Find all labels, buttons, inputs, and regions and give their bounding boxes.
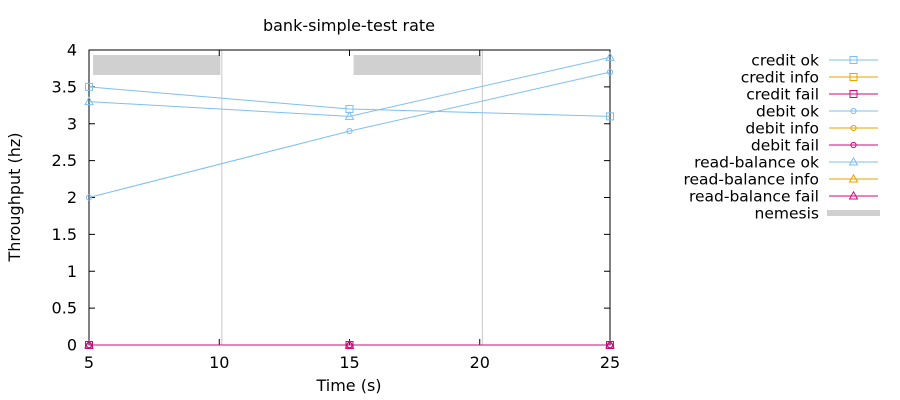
series-read-balance-ok — [84, 52, 615, 120]
x-tick-label: 10 — [209, 353, 229, 372]
series-line — [88, 86, 611, 117]
legend-label: read-balance info — [683, 171, 819, 189]
legend-marker — [849, 56, 858, 64]
data-point — [344, 339, 355, 349]
legend-marker — [850, 107, 857, 115]
legend-marker — [850, 124, 857, 132]
y-tick-label: 1.5 — [52, 225, 77, 244]
data-point — [84, 339, 94, 349]
legend-item: credit info — [741, 69, 878, 87]
legend-label: debit fail — [751, 137, 819, 155]
chart-title: bank-simple-test rate — [263, 16, 435, 35]
legend-marker — [848, 156, 859, 166]
data-point — [606, 69, 614, 76]
y-tick-label: 0.5 — [52, 299, 77, 318]
nemesis-interval-2 — [353, 55, 481, 75]
data-point — [606, 112, 614, 121]
legend-item: nemesis — [755, 205, 880, 223]
nemesis-lines — [221, 50, 483, 345]
x-axis-title: Time (s) — [315, 376, 381, 395]
series-line — [88, 56, 611, 117]
legend-label: read-balance fail — [689, 188, 819, 206]
y-tick-label: 2 — [67, 188, 77, 207]
series-read-balance-fail — [84, 339, 615, 349]
x-tick-label: 25 — [600, 353, 620, 372]
legend-marker — [850, 141, 857, 149]
data-point — [344, 111, 355, 120]
y-tick-label: 1 — [67, 262, 77, 281]
legend-item: read-balance fail — [689, 188, 878, 206]
y-axis-title: Throughput (hz) — [5, 132, 24, 262]
series-debit-ok — [85, 69, 614, 201]
data-point — [605, 52, 615, 61]
legend-swatch — [827, 210, 880, 216]
nemesis-layer — [93, 55, 481, 75]
legend-marker — [849, 73, 858, 81]
legend-marker — [849, 90, 858, 98]
y-tick-label: 0 — [67, 336, 77, 355]
data-point — [85, 82, 93, 91]
legend-label: debit ok — [756, 103, 819, 121]
nemesis-interval-1 — [93, 55, 221, 75]
data-point — [84, 96, 94, 106]
x-tick-label: 20 — [470, 353, 490, 372]
legend-label: credit info — [741, 69, 819, 87]
data-point — [346, 128, 353, 135]
y-tick-label: 4 — [67, 41, 77, 60]
legend-item: read-balance info — [683, 171, 878, 189]
legend-label: read-balance ok — [694, 154, 819, 172]
y-tick-label: 3.5 — [52, 77, 77, 96]
x-tick-label: 5 — [84, 353, 94, 372]
legend-item: debit info — [745, 120, 878, 138]
x-tick-label: 15 — [339, 353, 359, 372]
plot-frame — [88, 49, 611, 346]
legend-label: credit fail — [746, 86, 819, 104]
axis-ticks: 5 10 15 20 25 0 0.5 1 1.5 2 2.5 3 3.5 4 — [52, 41, 621, 373]
legend-marker — [848, 190, 859, 200]
legend-item: credit fail — [746, 86, 878, 104]
legend-marker — [848, 173, 859, 183]
y-tick-label: 3 — [67, 114, 77, 133]
data-point — [605, 339, 615, 349]
legend-label: credit ok — [751, 52, 819, 70]
legend-item: debit fail — [751, 137, 878, 155]
data-point — [85, 194, 93, 201]
legend-item: credit ok — [751, 52, 878, 70]
legend-label: debit info — [745, 120, 819, 138]
legend-item: read-balance ok — [694, 154, 878, 172]
series-line — [88, 71, 611, 198]
legend-item: debit ok — [756, 103, 878, 121]
legend-label: nemesis — [755, 205, 819, 223]
series-layer — [84, 52, 615, 349]
y-tick-label: 2.5 — [52, 151, 77, 170]
